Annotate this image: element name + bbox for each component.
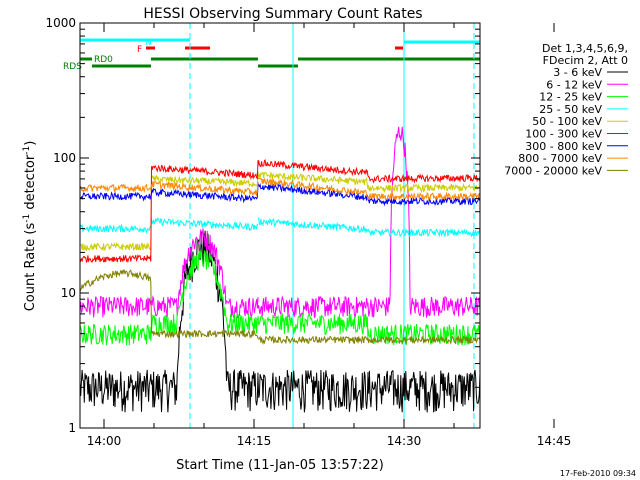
legend-entry: 3 - 6 keV bbox=[553, 66, 628, 79]
x-tick-label: 14:45 bbox=[537, 434, 572, 448]
series-line bbox=[367, 228, 481, 238]
legend-entry: 12 - 25 keV bbox=[539, 91, 628, 104]
x-axis-label: Start Time (11-Jan-05 13:57:22) bbox=[176, 458, 384, 473]
series-line bbox=[79, 173, 259, 252]
series-line bbox=[79, 160, 259, 264]
legend-entry: 100 - 300 keV bbox=[525, 128, 628, 141]
y-tick: 1 bbox=[68, 421, 480, 435]
x-tick-label: 14:15 bbox=[237, 434, 272, 448]
legend-entry-label: 7000 - 20000 keV bbox=[504, 164, 602, 177]
flag-f-label: F bbox=[137, 45, 142, 55]
series-line bbox=[257, 335, 369, 346]
y-tick: 10 bbox=[61, 286, 480, 300]
y-tick-label: 100 bbox=[53, 151, 76, 165]
x-tick: 14:30 bbox=[387, 23, 422, 448]
y-tick: 1000 bbox=[45, 16, 480, 30]
series-line bbox=[79, 217, 259, 234]
chart-title: HESSI Observing Summary Count Rates bbox=[143, 6, 422, 22]
legend-header-line-2: FDecim 2, Att 0 bbox=[543, 54, 628, 67]
y-tick-label: 1000 bbox=[45, 16, 76, 30]
legend-entry-label: 12 - 25 keV bbox=[539, 91, 602, 104]
plot-date-footer: 17-Feb-2010 09:34 bbox=[560, 469, 636, 478]
legend-entry-label: 100 - 300 keV bbox=[525, 128, 602, 141]
legend-entry-label: 50 - 100 keV bbox=[532, 115, 602, 128]
legend-header-line-1: Det 1,3,4,5,6,9, bbox=[542, 42, 628, 55]
series-line bbox=[79, 269, 259, 339]
series-line bbox=[367, 126, 481, 318]
legend-entry-label: 300 - 800 keV bbox=[525, 140, 602, 153]
y-axis-label: Count Rate (s-1 detector-1) bbox=[22, 141, 38, 312]
series-line bbox=[367, 182, 481, 194]
series-line bbox=[79, 185, 259, 204]
legend-entry: 7000 - 20000 keV bbox=[504, 164, 628, 177]
legend-entry-label: 3 - 6 keV bbox=[553, 66, 602, 79]
legend-entry: 25 - 50 keV bbox=[539, 103, 628, 116]
series-line bbox=[367, 173, 481, 184]
y-tick-label: 10 bbox=[61, 286, 76, 300]
series-line bbox=[257, 295, 369, 319]
series-line bbox=[257, 311, 369, 342]
y-tick-label: 1 bbox=[68, 421, 76, 435]
series-line bbox=[79, 230, 259, 413]
series-line bbox=[257, 216, 369, 233]
series-line bbox=[257, 177, 369, 201]
series-line bbox=[257, 158, 369, 177]
x-tick: 14:15 bbox=[237, 23, 272, 448]
legend-entry: 6 - 12 keV bbox=[546, 78, 628, 91]
series-line bbox=[367, 369, 481, 413]
x-tick: 14:00 bbox=[87, 23, 122, 448]
plot-frame bbox=[79, 22, 481, 429]
legend-entry: 800 - 7000 keV bbox=[518, 152, 628, 165]
series-line bbox=[367, 191, 481, 202]
legend-entry-label: 25 - 50 keV bbox=[539, 103, 602, 116]
series-line bbox=[257, 369, 369, 413]
legend-entry: 50 - 100 keV bbox=[532, 115, 628, 128]
flag-rds-label: RDS bbox=[63, 62, 82, 72]
legend-entry: 300 - 800 keV bbox=[525, 140, 628, 153]
series-line bbox=[257, 182, 369, 202]
series-line bbox=[79, 228, 259, 320]
legend-entry-label: 800 - 7000 keV bbox=[518, 152, 602, 165]
series-line bbox=[257, 170, 369, 190]
legend-entry-label: 6 - 12 keV bbox=[546, 78, 602, 91]
x-tick: 14:45 bbox=[537, 23, 572, 448]
x-tick-label: 14:00 bbox=[87, 434, 122, 448]
flag-n-label: N bbox=[145, 38, 152, 48]
series-line bbox=[367, 335, 481, 346]
x-tick-label: 14:30 bbox=[387, 434, 422, 448]
flag-rd0-label: RD0 bbox=[94, 55, 113, 65]
series-line bbox=[79, 181, 259, 197]
y-tick: 100 bbox=[53, 151, 480, 165]
legend: Det 1,3,4,5,6,9, FDecim 2, Att 0 3 - 6 k… bbox=[504, 42, 628, 177]
